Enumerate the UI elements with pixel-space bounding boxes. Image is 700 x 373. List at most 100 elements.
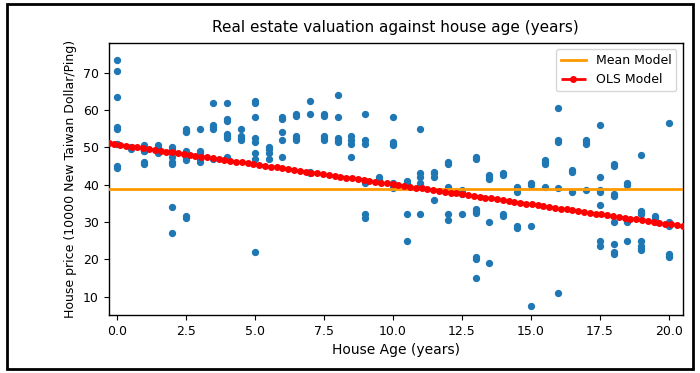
Point: [222, 118, 233, 124]
Point: [401, 180, 412, 186]
Point: [111, 94, 122, 100]
Point: [553, 137, 564, 143]
Point: [167, 159, 178, 165]
Point: [249, 115, 260, 120]
Point: [318, 133, 329, 139]
Point: [539, 161, 550, 167]
Point: [580, 141, 592, 147]
Point: [608, 163, 619, 169]
Mean Model: [106, 186, 115, 191]
Point: [208, 124, 219, 130]
Point: [208, 122, 219, 128]
Point: [290, 135, 302, 141]
Point: [511, 225, 522, 231]
Point: [139, 148, 150, 154]
Point: [180, 126, 191, 132]
Point: [511, 184, 522, 189]
Point: [111, 57, 122, 63]
Point: [111, 68, 122, 74]
Point: [290, 111, 302, 117]
Point: [663, 253, 674, 258]
Mean Model: [104, 186, 113, 191]
Point: [511, 185, 522, 191]
Point: [622, 238, 633, 244]
Point: [222, 116, 233, 122]
OLS Model: [104, 141, 113, 145]
Point: [387, 182, 398, 188]
Point: [332, 137, 343, 143]
Point: [125, 146, 136, 152]
Point: [111, 163, 122, 169]
Point: [360, 211, 371, 217]
Point: [650, 213, 661, 219]
X-axis label: House Age (years): House Age (years): [332, 344, 459, 357]
Y-axis label: House price (10000 New Taiwan Dollar/Ping): House price (10000 New Taiwan Dollar/Pin…: [64, 40, 77, 318]
Point: [566, 189, 578, 195]
Point: [428, 169, 440, 175]
Point: [276, 154, 288, 160]
Mean Model: [678, 186, 687, 191]
Point: [525, 303, 536, 309]
Point: [263, 156, 274, 162]
Point: [167, 144, 178, 150]
Point: [663, 254, 674, 260]
Point: [332, 115, 343, 120]
Point: [525, 182, 536, 188]
Point: [580, 187, 592, 193]
Point: [290, 113, 302, 119]
Point: [373, 178, 384, 184]
OLS Model: [214, 157, 223, 162]
Point: [276, 129, 288, 135]
Point: [263, 150, 274, 156]
Point: [636, 238, 647, 244]
Point: [290, 133, 302, 139]
Point: [318, 135, 329, 141]
Point: [484, 174, 495, 180]
Point: [167, 146, 178, 152]
Point: [360, 178, 371, 184]
Point: [249, 249, 260, 255]
Point: [553, 290, 564, 296]
Point: [539, 157, 550, 163]
Point: [387, 115, 398, 120]
Point: [111, 126, 122, 132]
Point: [180, 213, 191, 219]
Point: [636, 210, 647, 216]
Line: OLS Model: OLS Model: [106, 140, 685, 229]
Point: [553, 105, 564, 111]
Point: [194, 148, 205, 154]
Point: [594, 238, 606, 244]
Point: [636, 243, 647, 249]
Point: [153, 142, 164, 148]
Point: [387, 141, 398, 147]
Point: [180, 215, 191, 221]
Point: [111, 141, 122, 147]
Point: [387, 184, 398, 189]
Point: [456, 189, 468, 195]
Point: [442, 184, 454, 189]
Point: [663, 219, 674, 225]
Point: [387, 180, 398, 186]
Point: [235, 135, 246, 141]
Point: [249, 98, 260, 104]
Point: [332, 135, 343, 141]
Point: [498, 211, 509, 217]
Point: [222, 156, 233, 162]
Point: [470, 208, 481, 214]
Point: [373, 176, 384, 182]
Point: [139, 142, 150, 148]
Point: [594, 122, 606, 128]
Point: [249, 139, 260, 145]
Point: [318, 113, 329, 119]
Point: [650, 217, 661, 223]
Point: [414, 170, 426, 176]
Point: [346, 141, 357, 147]
Point: [373, 174, 384, 180]
Point: [566, 167, 578, 173]
Point: [622, 217, 633, 223]
Point: [318, 111, 329, 117]
Point: [456, 211, 468, 217]
Point: [125, 144, 136, 150]
Point: [650, 219, 661, 225]
Point: [180, 157, 191, 163]
